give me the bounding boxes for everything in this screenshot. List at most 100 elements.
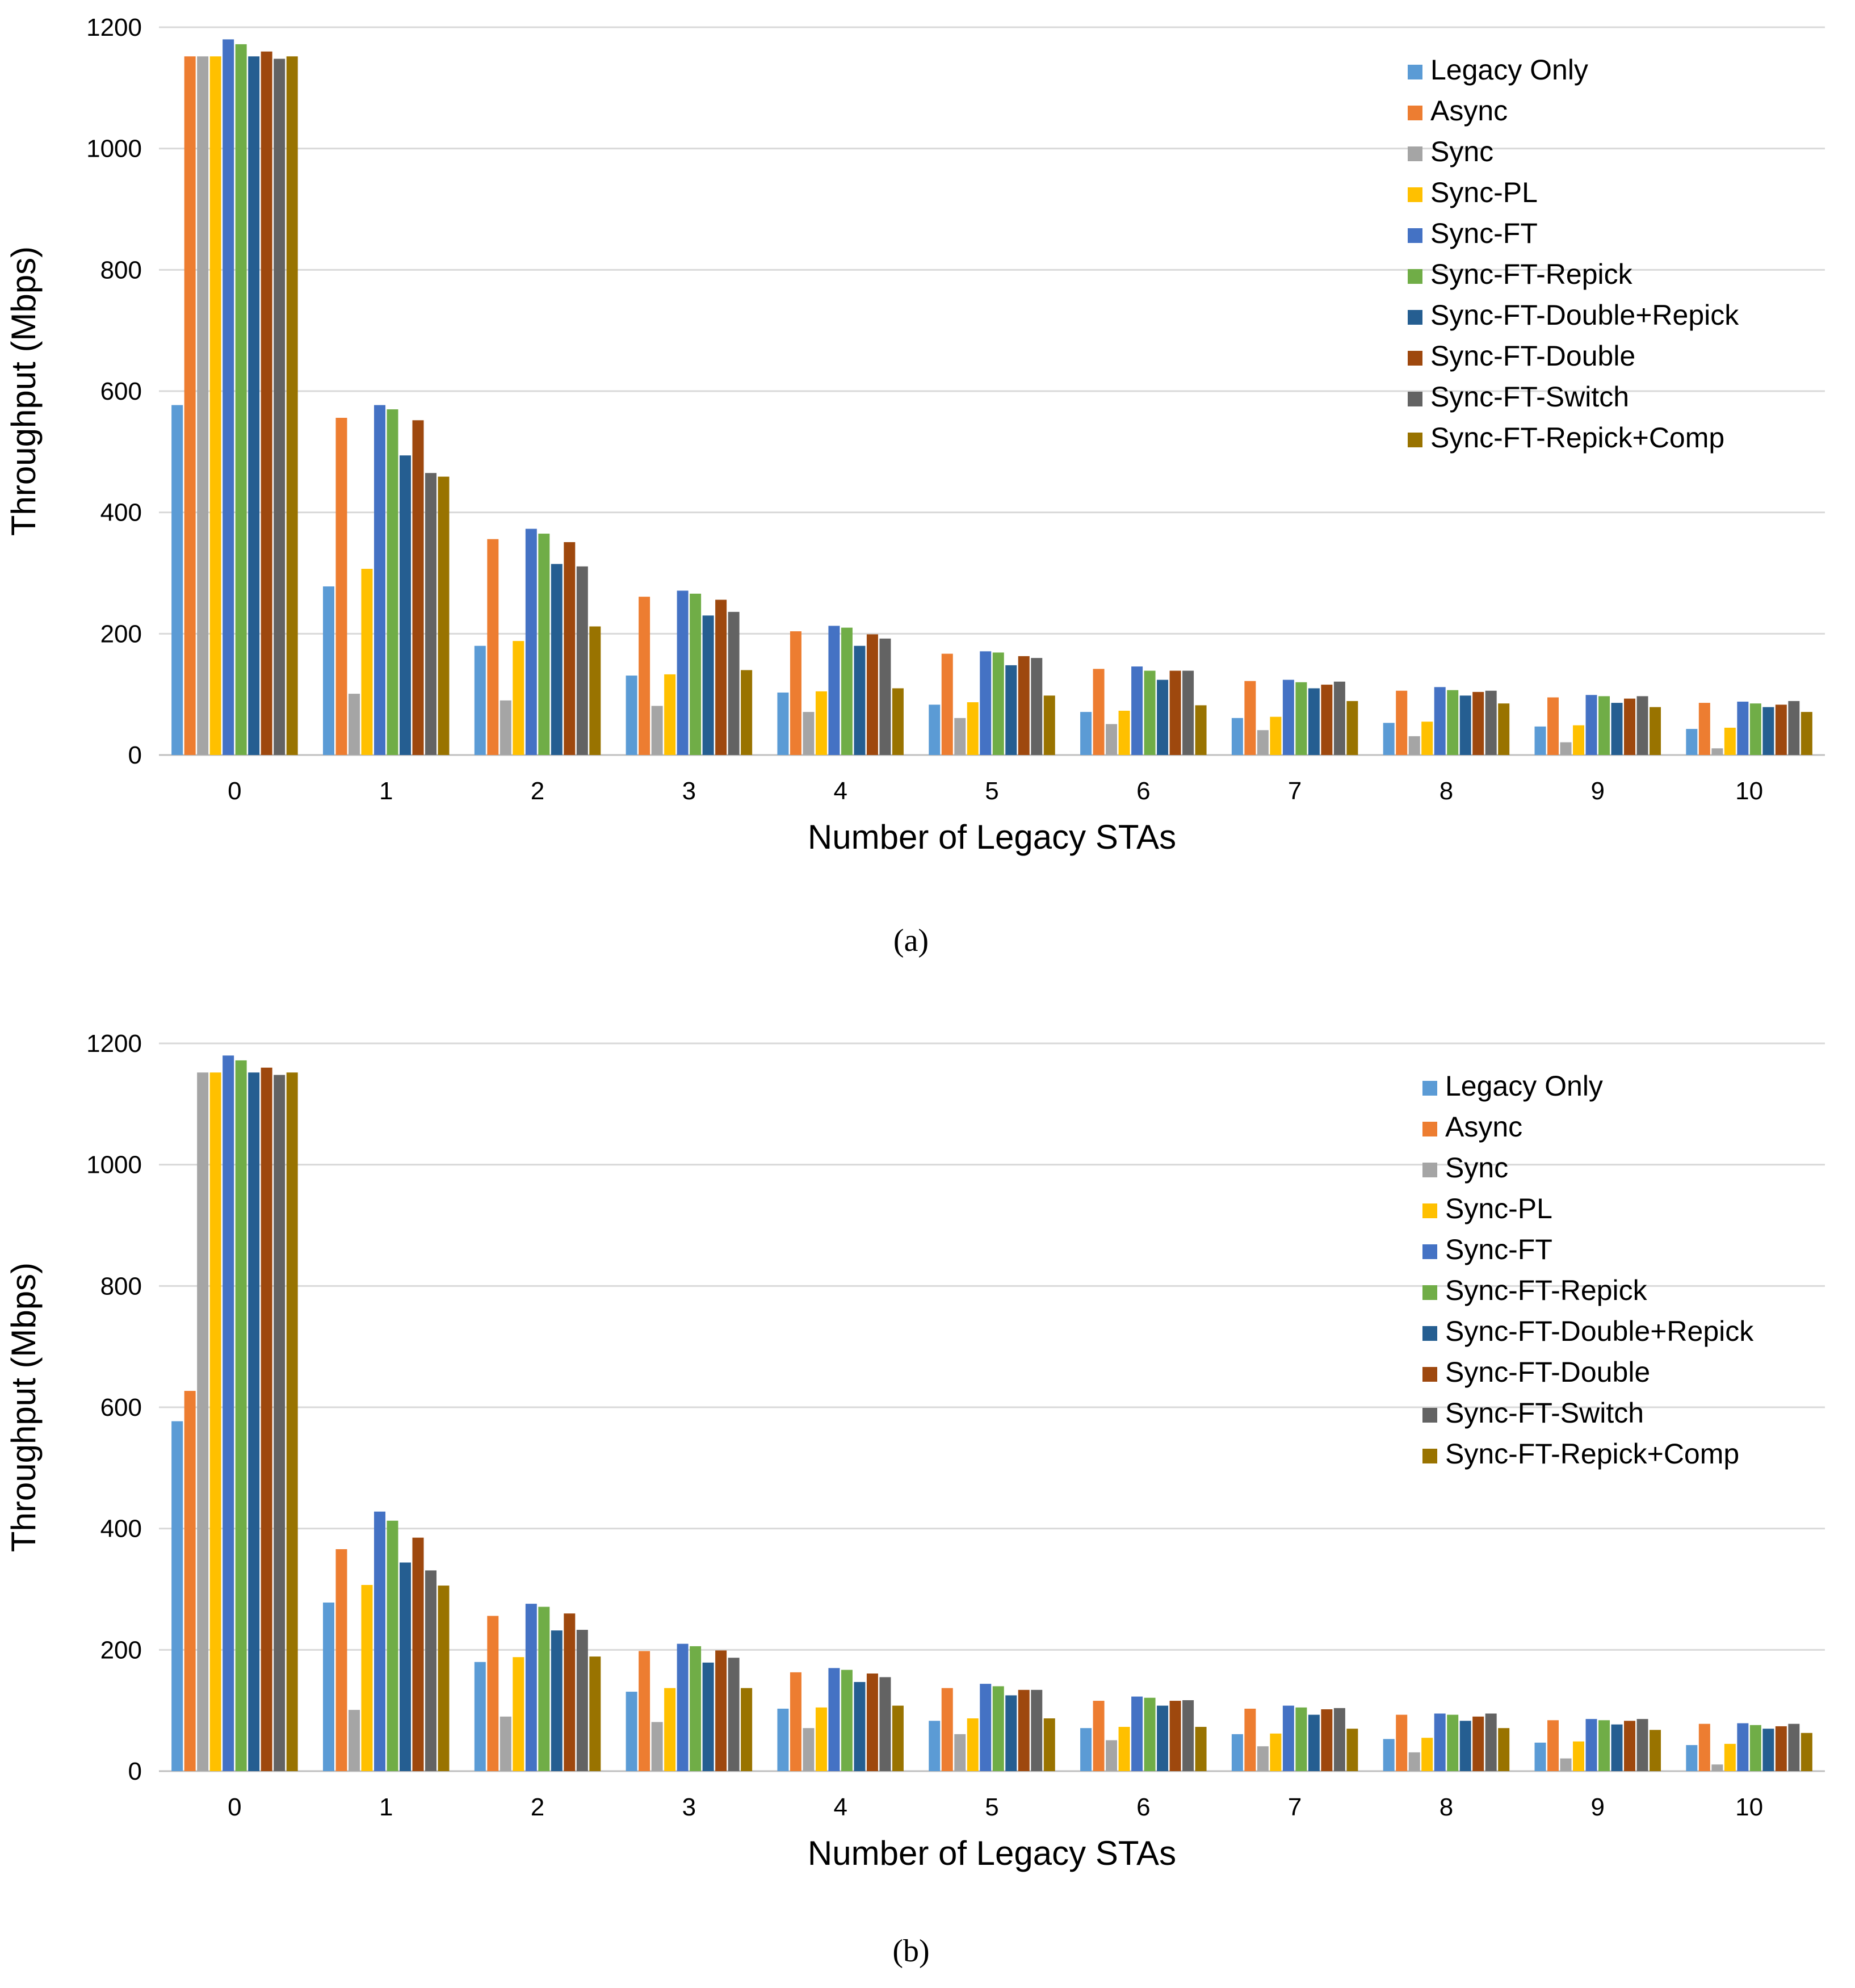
bar [1737,1723,1749,1771]
x-tick-label: 0 [228,777,241,805]
bar [474,645,486,755]
bar [1157,1705,1169,1771]
bar [677,1643,689,1771]
bar [1333,681,1345,755]
bar [387,1520,398,1771]
bar [1434,1713,1446,1771]
bar [1698,1723,1710,1771]
bar [1573,725,1585,755]
bar [1472,1716,1484,1771]
bar [879,638,891,755]
legend-label: Sync-FT-Double [1430,340,1635,372]
bar [551,1630,563,1771]
bar [1801,1733,1812,1771]
bar [941,653,953,755]
legend-label: Sync-FT [1430,217,1538,249]
bar [967,1718,979,1771]
bar [941,1688,953,1771]
bar [1485,690,1497,755]
y-axis-title: Throughput (Mbps) [5,246,43,536]
series-async [184,1391,1710,1771]
bar [286,56,298,755]
bar [1636,1719,1648,1771]
bar [235,44,247,755]
x-tick-label: 3 [682,777,696,805]
bar [1182,1700,1194,1771]
legend-swatch [1408,228,1422,243]
bar [1547,697,1559,755]
bar [209,1072,221,1771]
bar [1144,670,1156,755]
chart-panel-b: 0 200 400 600 800 1000 1200 0 1 2 3 4 5 6 7 8 9 10 Number … [5,1030,1825,1969]
bar [728,1658,740,1771]
legend-swatch [1422,1285,1437,1300]
x-tick-label: 4 [833,1793,847,1821]
bar [538,534,550,755]
bar [1169,670,1181,755]
legend-label: Sync-FT [1445,1234,1552,1265]
bar [815,1707,827,1771]
bar [261,51,272,756]
bar [1031,658,1043,755]
legend-swatch [1408,351,1422,366]
series-sync-ft-double-repick [248,1072,1774,1771]
x-tick-label: 8 [1439,777,1453,805]
series-sync-ft [223,39,1749,755]
bar [171,1421,183,1771]
legend-label: Sync-FT-Double+Repick [1445,1315,1754,1347]
y-tick-label: 200 [100,1636,142,1664]
legend-swatch [1408,310,1422,325]
x-tick-label: 6 [1136,777,1150,805]
bar [1257,730,1269,755]
bar [1611,703,1623,755]
legend-swatch [1408,187,1422,202]
legend-swatch [1408,269,1422,284]
series-sync-ft-switch [274,58,1800,755]
bar [538,1607,550,1771]
series-async [184,56,1710,755]
bar [274,58,286,755]
bar [1459,1721,1471,1771]
bar [589,626,601,755]
bar [1383,1739,1395,1771]
bar [1270,1733,1282,1771]
x-tick-label: 1 [379,777,393,805]
bar [715,1650,727,1771]
bar [777,1708,789,1771]
bar [777,692,789,755]
series-sync-ft [223,1055,1749,1771]
bar [1775,1726,1787,1771]
bar [361,569,373,755]
bar [1434,687,1446,755]
bar [1308,688,1320,755]
bar [171,405,183,755]
legend-swatch [1408,106,1422,120]
legend-label: Sync-FT-Repick+Comp [1430,422,1724,454]
x-tick-label: 6 [1136,1793,1150,1821]
bar [651,1722,663,1771]
bar [1043,1718,1055,1771]
bar [248,56,260,755]
legend-swatch [1422,1203,1437,1218]
bar [1698,703,1710,755]
series-sync-pl [209,1072,1736,1771]
bar [967,702,979,755]
series-sync-ft-repick [235,1060,1761,1771]
bar [664,674,676,755]
bar [1801,712,1812,755]
bar [1762,1729,1774,1771]
bar [261,1067,272,1771]
bar [1383,723,1395,755]
bar [815,691,827,755]
bar [1295,1707,1307,1771]
legend-swatch [1422,1408,1437,1423]
bar [1244,1708,1256,1771]
bar [741,670,753,755]
y-tick-label: 400 [100,499,142,527]
bar [564,542,576,755]
legend-swatch [1422,1122,1437,1136]
bar [1231,1734,1243,1771]
bar [1195,705,1207,755]
bar [1650,707,1661,755]
